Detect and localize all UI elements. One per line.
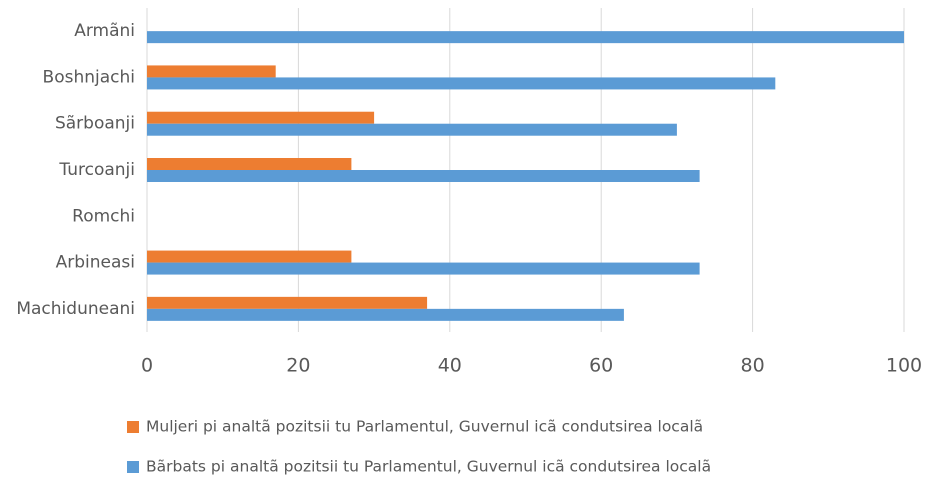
x-tick-label: 60 (589, 355, 613, 377)
y-tick-label: Machiduneani (16, 299, 135, 319)
legend-label: Bãrbats pi analtã pozitsii tu Parlamentu… (146, 458, 711, 476)
legend-swatch (127, 421, 139, 433)
y-tick-label: Sãrboanji (55, 114, 135, 134)
x-tick-label: 100 (886, 355, 922, 377)
x-tick-label: 40 (438, 355, 462, 377)
y-tick-label: Romchi (72, 206, 135, 226)
legend-swatch (127, 461, 139, 473)
y-tick-label: Arbineasi (56, 253, 135, 273)
y-tick-label: Armãni (74, 21, 135, 41)
bar (147, 77, 776, 90)
bar (147, 262, 700, 275)
y-tick-label: Boshnjachi (43, 67, 135, 87)
bar (147, 31, 904, 44)
bar (147, 296, 428, 309)
x-tick-label: 0 (141, 355, 153, 377)
bar (147, 123, 677, 136)
bar (147, 111, 375, 124)
bar (147, 158, 352, 170)
bar (147, 170, 700, 182)
x-tick-label: 80 (741, 355, 765, 377)
bar (147, 250, 352, 263)
y-tick-label: Turcoanji (58, 160, 135, 180)
x-tick-label: 20 (286, 355, 310, 377)
bar (147, 308, 624, 321)
legend-label: Muljeri pi analtã pozitsii tu Parlamentu… (146, 418, 703, 436)
bar (147, 65, 276, 78)
